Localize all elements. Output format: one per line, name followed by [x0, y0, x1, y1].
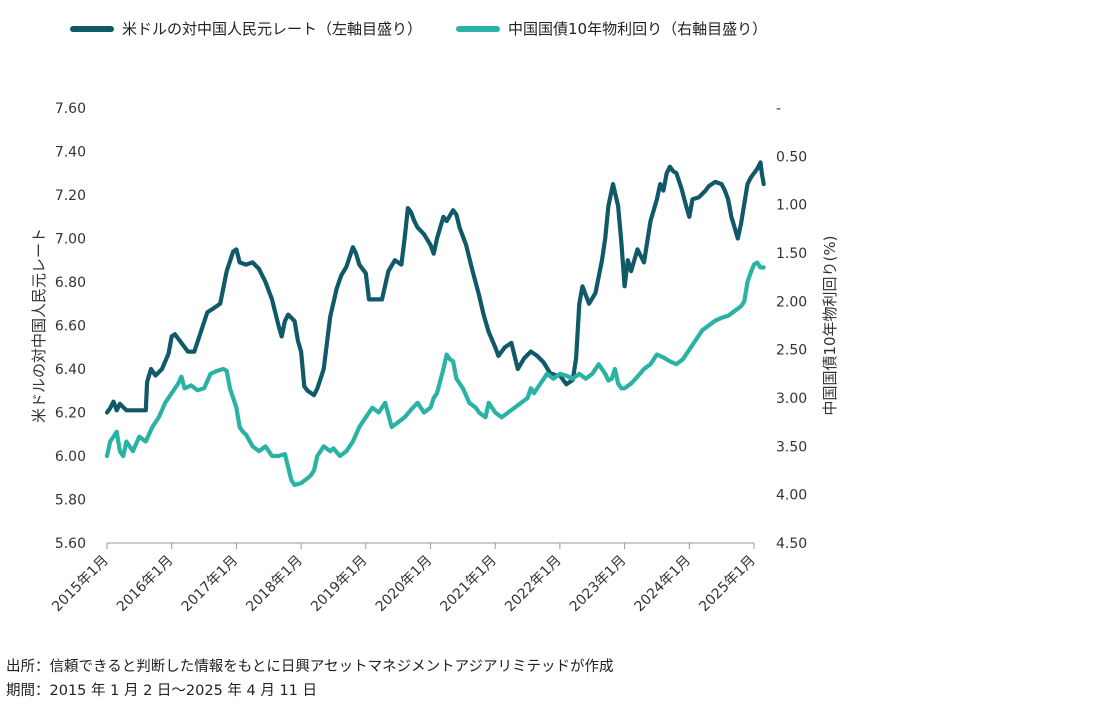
left-tick-label: 7.20 — [55, 188, 86, 204]
x-tick-label: 2024年1月 — [632, 553, 695, 616]
left-tick-label: 5.60 — [55, 536, 86, 552]
left-tick-label: 6.60 — [55, 319, 86, 335]
right-tick-label: - — [776, 101, 781, 117]
period-note: 期間：2015 年 1 月 2 日～2025 年 4 月 11 日 — [6, 683, 318, 699]
right-tick-label: 4.00 — [776, 488, 807, 504]
legend-label-usdcny: 米ドルの対中国人民元レート（左軸目盛り） — [122, 20, 423, 38]
legend-swatch-cgb10y — [456, 25, 501, 32]
x-tick-label: 2023年1月 — [567, 553, 630, 616]
left-tick-label: 7.40 — [55, 145, 86, 161]
left-tick-label: 5.80 — [55, 493, 86, 509]
right-tick-label: 3.50 — [776, 439, 807, 455]
legend-item-usdcny: 米ドルの対中国人民元レート（左軸目盛り） — [70, 18, 422, 39]
chart-notes: 出所：信頼できると判断した情報をもとに日興アセットマネジメントアジアリミテッドが… — [6, 655, 614, 703]
left-tick-label: 7.00 — [55, 232, 86, 248]
right-tick-label: 1.50 — [776, 246, 807, 262]
left-tick-label: 6.00 — [55, 449, 86, 465]
x-tick-label: 2022年1月 — [502, 553, 565, 616]
x-tick-label: 2021年1月 — [437, 553, 500, 616]
x-tick-label: 2019年1月 — [308, 553, 371, 616]
left-tick-label: 6.40 — [55, 362, 86, 378]
right-tick-label: 0.50 — [776, 149, 807, 165]
right-axis-title: 中国国債10年物利回り(%) — [821, 235, 839, 415]
right-tick-label: 1.00 — [776, 198, 807, 214]
left-axis-title: 米ドルの対中国人民元レート — [30, 228, 48, 423]
source-note: 出所：信頼できると判断した情報をもとに日興アセットマネジメントアジアリミテッドが… — [6, 659, 614, 675]
legend-item-cgb10y: 中国国債10年物利回り（右軸目盛り） — [456, 18, 767, 39]
cgb10y-line — [104, 260, 766, 488]
left-tick-label: 6.80 — [55, 275, 86, 291]
x-tick-label: 2020年1月 — [373, 553, 436, 616]
right-tick-label: 4.50 — [776, 536, 807, 552]
x-tick-label: 2015年1月 — [49, 553, 112, 616]
x-tick-label: 2025年1月 — [696, 553, 759, 616]
usdcny-line — [104, 160, 766, 415]
left-tick-label: 7.60 — [55, 101, 86, 117]
left-tick-label: 6.20 — [55, 406, 86, 422]
chart-legend: 米ドルの対中国人民元レート（左軸目盛り） 中国国債10年物利回り（右軸目盛り） — [70, 18, 801, 39]
right-tick-label: 2.00 — [776, 294, 807, 310]
right-tick-label: 3.00 — [776, 391, 807, 407]
legend-swatch-usdcny — [70, 25, 114, 32]
right-tick-label: 2.50 — [776, 343, 807, 359]
x-tick-label: 2018年1月 — [243, 553, 306, 616]
x-tick-label: 2016年1月 — [114, 553, 177, 616]
legend-label-cgb10y: 中国国債10年物利回り（右軸目盛り） — [508, 20, 768, 38]
x-tick-label: 2017年1月 — [179, 553, 242, 616]
